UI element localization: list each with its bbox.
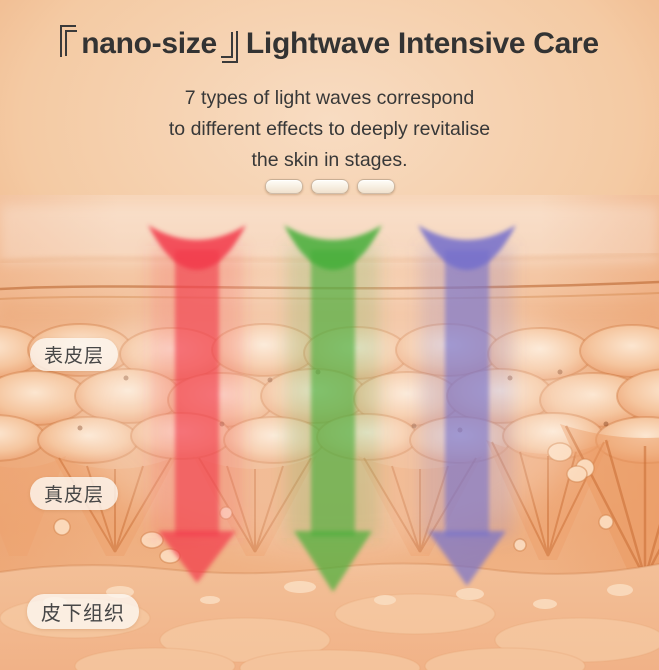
subtitle-line: to different effects to deeply revitalis… — [168, 118, 491, 140]
green-arrow-icon — [294, 531, 372, 592]
red-arrow-icon — [158, 531, 236, 583]
device-light-pill — [264, 179, 303, 194]
red-light-beam — [148, 225, 246, 583]
device-indicator-lights — [0, 179, 659, 194]
subtitle-line: 7 types of light waves correspond — [184, 87, 475, 109]
open-bracket-icon — [60, 25, 78, 57]
title-rest: Lightwave Intensive Care — [245, 27, 599, 60]
blue-arrow-icon — [428, 531, 506, 586]
device-light-pill — [310, 179, 349, 194]
title-highlight: nano-size — [81, 27, 217, 60]
label-dermis: 真皮层 — [30, 477, 119, 510]
page-title: nano-size Lightwave Intensive Care — [0, 25, 659, 63]
subtitle: 7 types of light waves correspond to dif… — [0, 83, 659, 176]
close-bracket-icon — [220, 31, 238, 63]
label-subcutaneous: 皮下组织 — [27, 594, 139, 629]
label-epidermis: 表皮层 — [30, 338, 119, 371]
device-light-pill — [356, 179, 395, 194]
subtitle-line: the skin in stages. — [251, 149, 408, 171]
blue-light-beam — [418, 225, 516, 586]
green-light-beam — [284, 225, 382, 592]
